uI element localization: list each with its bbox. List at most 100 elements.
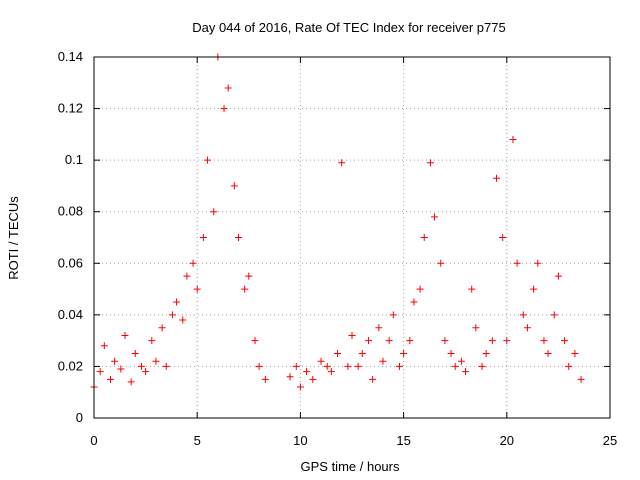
data-point (96, 368, 104, 376)
data-point (137, 362, 145, 370)
data-point (365, 337, 373, 345)
data-point (117, 365, 125, 373)
data-point (472, 324, 480, 332)
data-point (127, 378, 135, 386)
y-tick-label: 0.12 (58, 101, 83, 116)
data-point (385, 337, 393, 345)
data-point (571, 350, 579, 358)
data-point (509, 136, 517, 144)
data-point (426, 159, 434, 167)
data-point (416, 285, 424, 293)
data-point (323, 362, 331, 370)
data-point (577, 375, 585, 383)
data-point (523, 324, 531, 332)
data-point (224, 84, 232, 92)
data-point (482, 350, 490, 358)
data-point (338, 159, 346, 167)
data-point (431, 213, 439, 221)
data-point (389, 311, 397, 319)
data-point (189, 259, 197, 267)
data-point (100, 342, 108, 350)
data-point (513, 259, 521, 267)
data-point (354, 362, 362, 370)
x-tick-label: 5 (194, 433, 201, 448)
axis-ticks (93, 56, 611, 419)
data-point (210, 208, 218, 216)
data-point (344, 362, 352, 370)
data-point (540, 337, 548, 345)
x-tick-label: 15 (396, 433, 410, 448)
data-point (561, 337, 569, 345)
data-point (441, 337, 449, 345)
y-tick-label: 0.04 (58, 307, 83, 322)
plot-frame (93, 56, 611, 419)
data-point (544, 350, 552, 358)
data-point (230, 182, 238, 190)
y-tick-label: 0.02 (58, 358, 83, 373)
data-point (410, 298, 418, 306)
data-point (406, 337, 414, 345)
data-point (162, 362, 170, 370)
data-point (554, 272, 562, 280)
data-point (241, 285, 249, 293)
data-point (152, 357, 160, 365)
y-tick-label: 0.14 (58, 49, 83, 64)
data-point (348, 331, 356, 339)
data-point (550, 311, 558, 319)
y-tick-label: 0.1 (65, 152, 83, 167)
data-point (261, 375, 269, 383)
x-tick-label: 10 (293, 433, 307, 448)
data-point (565, 362, 573, 370)
y-tick-label: 0.06 (58, 255, 83, 270)
data-point (379, 357, 387, 365)
y-tick-labels: 0 0.02 0.04 0.06 0.08 0.1 0.12 0.14 (58, 49, 83, 425)
data-point (204, 156, 212, 164)
chart-title: Day 044 of 2016, Rate Of TEC Index for r… (192, 20, 505, 35)
data-point (142, 368, 150, 376)
data-point (220, 105, 228, 113)
data-point (358, 350, 366, 358)
data-point (420, 234, 428, 241)
x-axis-label: GPS time / hours (301, 459, 400, 474)
data-point (400, 350, 408, 358)
data-point (451, 362, 459, 370)
data-point (462, 368, 470, 376)
data-point (158, 324, 166, 332)
data-point (468, 285, 476, 293)
data-point (173, 298, 181, 306)
data-point (437, 259, 445, 267)
data-point (121, 331, 129, 339)
data-point (179, 316, 187, 324)
y-tick-label: 0.08 (58, 204, 83, 219)
x-tick-labels: 0 5 10 15 20 25 (90, 433, 617, 448)
data-point (111, 357, 119, 365)
data-point (519, 311, 527, 319)
data-point (199, 234, 207, 241)
data-point (193, 285, 201, 293)
data-point (251, 337, 259, 345)
data-point (478, 362, 486, 370)
y-tick-label: 0 (76, 410, 83, 425)
data-point (447, 350, 455, 358)
data-point (292, 362, 300, 370)
x-tick-label: 0 (90, 433, 97, 448)
data-point (499, 234, 507, 241)
x-tick-label: 25 (603, 433, 617, 448)
data-point (303, 368, 311, 376)
data-point (183, 272, 191, 280)
data-point (395, 362, 403, 370)
data-point (503, 337, 511, 345)
data-point (317, 357, 325, 365)
data-point (488, 337, 496, 345)
data-point (534, 259, 542, 267)
data-point (369, 375, 377, 383)
grid-lines (94, 57, 610, 418)
data-point (234, 234, 242, 241)
data-point (334, 350, 342, 358)
data-point (492, 174, 500, 182)
data-point (296, 383, 304, 391)
data-point (131, 350, 139, 358)
data-points (90, 53, 585, 391)
x-tick-label: 20 (500, 433, 514, 448)
